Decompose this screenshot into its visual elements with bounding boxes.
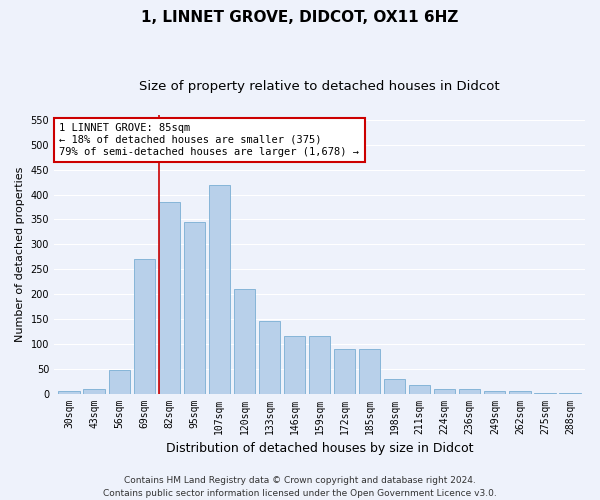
Bar — [459, 388, 481, 394]
Text: Contains HM Land Registry data © Crown copyright and database right 2024.
Contai: Contains HM Land Registry data © Crown c… — [103, 476, 497, 498]
Bar — [559, 392, 581, 394]
Bar — [534, 392, 556, 394]
Bar — [309, 336, 330, 394]
Bar — [58, 391, 80, 394]
Bar — [209, 184, 230, 394]
Bar — [284, 336, 305, 394]
Text: 1, LINNET GROVE, DIDCOT, OX11 6HZ: 1, LINNET GROVE, DIDCOT, OX11 6HZ — [142, 10, 458, 25]
Bar — [259, 322, 280, 394]
Bar — [434, 388, 455, 394]
Bar — [83, 388, 105, 394]
Bar — [184, 222, 205, 394]
Bar — [384, 378, 406, 394]
Bar — [484, 391, 505, 394]
Bar — [109, 370, 130, 394]
Text: 1 LINNET GROVE: 85sqm
← 18% of detached houses are smaller (375)
79% of semi-det: 1 LINNET GROVE: 85sqm ← 18% of detached … — [59, 124, 359, 156]
Bar — [509, 391, 530, 394]
Bar — [409, 384, 430, 394]
Bar — [359, 349, 380, 394]
X-axis label: Distribution of detached houses by size in Didcot: Distribution of detached houses by size … — [166, 442, 473, 455]
Bar — [234, 289, 255, 394]
Title: Size of property relative to detached houses in Didcot: Size of property relative to detached ho… — [139, 80, 500, 93]
Bar — [334, 349, 355, 394]
Bar — [158, 202, 180, 394]
Bar — [134, 260, 155, 394]
Y-axis label: Number of detached properties: Number of detached properties — [15, 166, 25, 342]
